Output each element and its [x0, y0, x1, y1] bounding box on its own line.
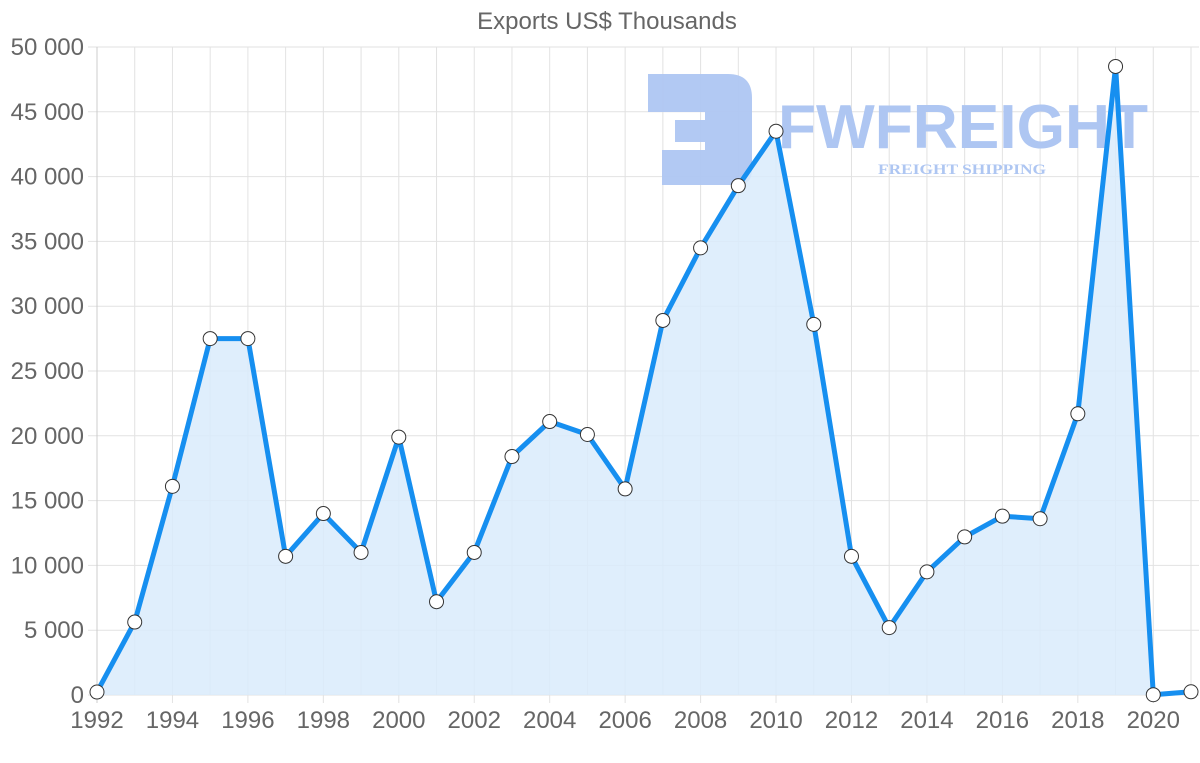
chart-title: Exports US$ Thousands [477, 8, 737, 35]
series-area-fill [97, 66, 1191, 695]
data-point-2004[interactable] [542, 414, 558, 430]
y-tick-label: 15 000 [11, 488, 84, 515]
y-tick-label: 0 [71, 682, 84, 709]
data-point-1998[interactable] [315, 506, 331, 522]
data-point-2019[interactable] [1108, 58, 1124, 74]
data-point-2008[interactable] [693, 240, 709, 256]
data-point-1993[interactable] [127, 614, 143, 630]
y-tick-label: 10 000 [11, 552, 84, 579]
y-tick-label: 35 000 [11, 228, 84, 255]
logo-mark-icon [648, 74, 752, 185]
data-point-2005[interactable] [579, 427, 595, 443]
data-point-1997[interactable] [278, 548, 294, 564]
data-point-2016[interactable] [994, 508, 1010, 524]
x-tick-label: 1994 [146, 707, 199, 734]
data-point-2010[interactable] [768, 123, 784, 139]
data-point-2012[interactable] [843, 548, 859, 564]
watermark-brand: FWFREIGHT [778, 93, 1148, 162]
data-point-2017[interactable] [1032, 511, 1048, 527]
y-tick-label: 5 000 [24, 617, 84, 644]
x-tick-label: 2010 [749, 707, 802, 734]
data-point-2013[interactable] [881, 620, 897, 636]
data-point-2001[interactable] [429, 594, 445, 610]
x-tick-label: 2000 [372, 707, 425, 734]
data-point-1996[interactable] [240, 331, 256, 347]
data-point-1995[interactable] [202, 331, 218, 347]
watermark-tagline: FREIGHT SHIPPING [878, 162, 1046, 178]
data-point-2000[interactable] [391, 429, 407, 445]
x-tick-label: 1996 [221, 707, 274, 734]
x-tick-label: 1998 [297, 707, 350, 734]
y-tick-label: 45 000 [11, 99, 84, 126]
watermark-logo: FWFREIGHT FREIGHT SHIPPING [648, 74, 1148, 185]
x-tick-label: 2002 [448, 707, 501, 734]
data-point-2021[interactable] [1183, 684, 1199, 700]
y-tick-label: 50 000 [11, 34, 84, 61]
data-point-2003[interactable] [504, 449, 520, 465]
x-tick-label: 2008 [674, 707, 727, 734]
data-point-2009[interactable] [730, 178, 746, 194]
data-point-2002[interactable] [466, 544, 482, 560]
y-tick-label: 30 000 [11, 293, 84, 320]
x-tick-label: 2020 [1127, 707, 1180, 734]
data-point-2011[interactable] [806, 316, 822, 332]
data-points [89, 58, 1199, 703]
y-tick-label: 25 000 [11, 358, 84, 385]
y-tick-label: 40 000 [11, 164, 84, 191]
y-tick-label: 20 000 [11, 423, 84, 450]
x-tick-label: 2016 [976, 707, 1029, 734]
data-point-2018[interactable] [1070, 406, 1086, 422]
data-point-2006[interactable] [617, 481, 633, 497]
x-tick-label: 1992 [70, 707, 123, 734]
data-point-2020[interactable] [1145, 687, 1161, 703]
data-point-2015[interactable] [957, 529, 973, 545]
x-tick-label: 2014 [900, 707, 953, 734]
data-point-2014[interactable] [919, 564, 935, 580]
x-tick-label: 2004 [523, 707, 576, 734]
x-tick-label: 2012 [825, 707, 878, 734]
data-point-1992[interactable] [89, 684, 105, 700]
y-axis: 0 5 000 10 000 15 000 20 000 25 000 30 000 35 0… [11, 34, 84, 709]
data-point-1999[interactable] [353, 544, 369, 560]
data-point-1994[interactable] [164, 478, 180, 494]
data-point-2007[interactable] [655, 312, 671, 328]
x-tick-label: 2006 [598, 707, 651, 734]
x-tick-label: 2018 [1051, 707, 1104, 734]
x-axis: 1992 1994 1996 1998 2000 2002 2004 2006 2008 2010… [70, 707, 1180, 734]
